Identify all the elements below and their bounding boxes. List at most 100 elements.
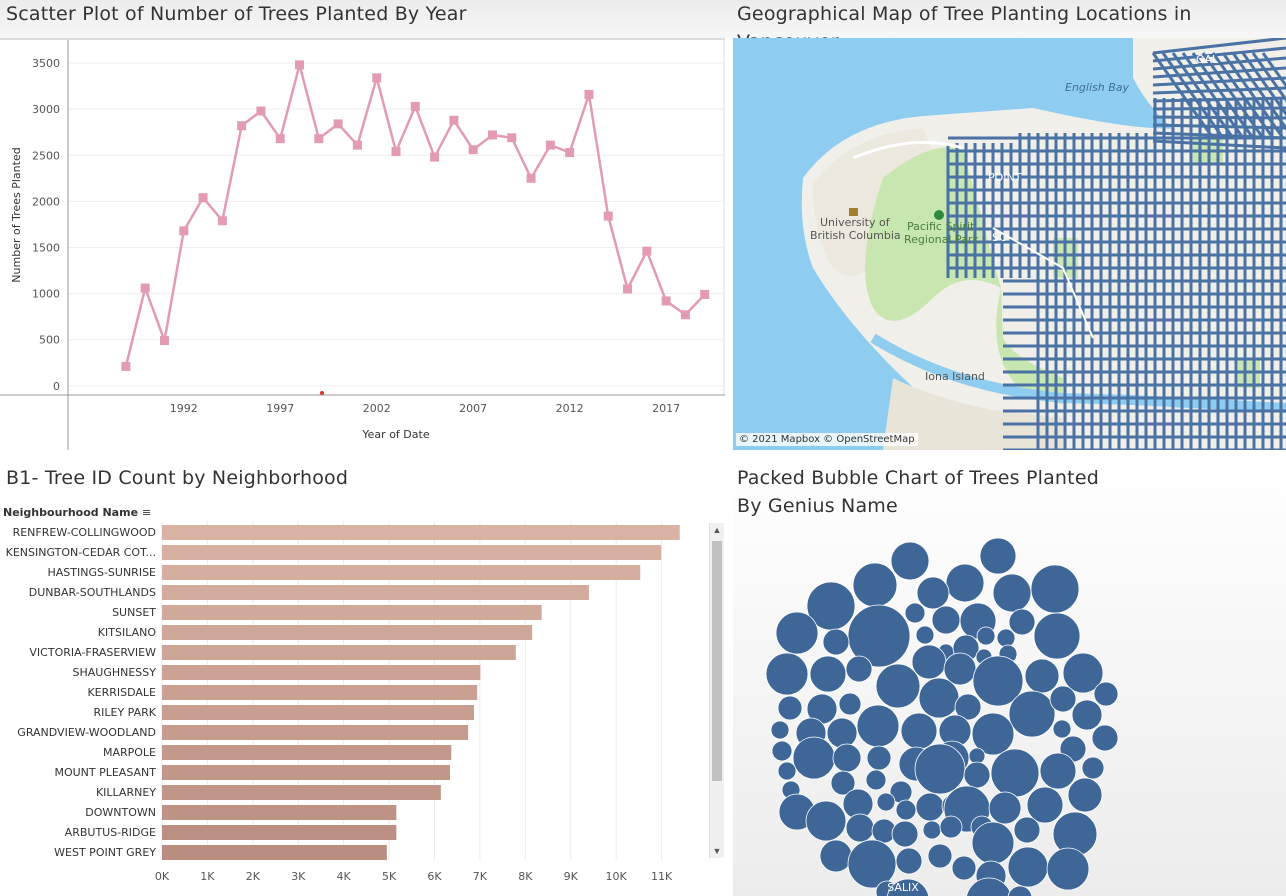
bubble[interactable] — [1008, 690, 1056, 738]
bubble[interactable] — [826, 717, 858, 749]
bubble[interactable] — [979, 537, 1017, 575]
bar-category-label[interactable]: ARBUTUS-RIDGE — [65, 826, 156, 839]
data-point[interactable] — [487, 130, 497, 140]
data-point[interactable] — [449, 115, 459, 125]
bubble[interactable] — [777, 761, 797, 781]
bar-category-label[interactable]: MOUNT PLEASANT — [54, 766, 156, 779]
bubble[interactable] — [832, 743, 862, 773]
bubble[interactable] — [1062, 652, 1104, 694]
bubble[interactable] — [966, 877, 1012, 896]
bar-category-label[interactable]: MARPOLE — [103, 746, 156, 759]
bubble[interactable] — [895, 847, 923, 875]
bubble[interactable] — [992, 573, 1032, 613]
data-point[interactable] — [352, 140, 362, 150]
bubble[interactable] — [845, 655, 873, 683]
bar-category-label[interactable]: WEST POINT GREY — [54, 846, 156, 859]
bubble[interactable] — [971, 712, 1015, 756]
bubble[interactable] — [954, 693, 982, 721]
bubble[interactable] — [891, 820, 919, 848]
bubble[interactable] — [996, 628, 1016, 648]
bar[interactable] — [162, 525, 680, 540]
bubble[interactable] — [1081, 756, 1105, 780]
bubble[interactable] — [819, 839, 853, 873]
bar-category-label[interactable]: SHAUGHNESSY — [73, 666, 157, 679]
data-point[interactable] — [159, 336, 169, 346]
data-point[interactable] — [700, 289, 710, 299]
bar-category-label[interactable]: KERRISDALE — [87, 686, 156, 699]
bar-category-label[interactable]: KILLARNEY — [96, 786, 156, 799]
bubble[interactable] — [847, 604, 911, 668]
bubble[interactable] — [918, 677, 960, 719]
bubble[interactable] — [1067, 777, 1103, 813]
bar-category-label[interactable]: DOWNTOWN — [85, 806, 156, 819]
bubble[interactable] — [971, 821, 1015, 865]
bar[interactable] — [162, 565, 641, 580]
bubble[interactable] — [990, 748, 1040, 798]
neighborhood-bar-chart[interactable]: 0K 1K 2K 3K 4K 5K 6K 7K 8K 9K 10K 11K RENFREW-COLLIN… — [0, 521, 708, 896]
scatter-chart[interactable]: 0 500 1000 1500 2000 2500 3000 3500 1992 1997 2002… — [0, 38, 726, 450]
data-point[interactable] — [565, 147, 575, 157]
bubble[interactable] — [845, 813, 875, 843]
bar-category-label[interactable]: VICTORIA-FRASERVIEW — [29, 646, 156, 659]
bubble[interactable] — [886, 878, 930, 896]
data-point[interactable] — [603, 211, 613, 221]
bubble[interactable] — [1046, 847, 1090, 891]
bubble[interactable] — [1007, 885, 1033, 896]
bubble[interactable] — [770, 720, 790, 740]
bar[interactable] — [162, 745, 452, 760]
bar[interactable] — [162, 725, 469, 740]
bubble[interactable] — [822, 628, 850, 656]
data-point[interactable] — [198, 193, 208, 203]
bubble[interactable] — [830, 770, 856, 796]
bubble[interactable] — [1008, 608, 1036, 636]
data-point[interactable] — [333, 119, 343, 129]
bubble[interactable] — [792, 736, 836, 780]
bubble[interactable] — [972, 655, 1024, 707]
bubble[interactable] — [914, 743, 966, 795]
bubble[interactable] — [988, 791, 1022, 825]
bar-category-label[interactable]: DUNBAR-SOUTHLANDS — [29, 586, 156, 599]
scroll-up-icon[interactable]: ▲ — [712, 525, 722, 535]
bubble[interactable] — [1026, 786, 1064, 824]
data-point[interactable] — [661, 296, 671, 306]
bubble[interactable] — [1030, 564, 1080, 614]
bubble[interactable] — [1013, 816, 1041, 844]
bubble[interactable] — [1093, 681, 1119, 707]
bar[interactable] — [162, 585, 589, 600]
bubble[interactable] — [927, 843, 953, 869]
data-point[interactable] — [623, 284, 633, 294]
bubble[interactable] — [916, 576, 950, 610]
bar-category-label[interactable]: RILEY PARK — [94, 706, 157, 719]
bar-header[interactable]: Neighbourhood Name ≡ — [3, 506, 151, 519]
bar[interactable] — [162, 805, 397, 820]
bubble[interactable] — [1071, 699, 1103, 731]
data-point[interactable] — [410, 101, 420, 111]
bar[interactable] — [162, 645, 516, 660]
bubble[interactable] — [876, 792, 896, 812]
bubble[interactable] — [945, 563, 985, 603]
bubble[interactable] — [865, 769, 887, 791]
data-point[interactable] — [468, 145, 478, 155]
data-point[interactable] — [121, 361, 131, 371]
bar-category-label[interactable]: KENSINGTON-CEDAR COT... — [6, 546, 156, 559]
data-point[interactable] — [391, 147, 401, 157]
bubble[interactable] — [771, 740, 793, 762]
bubble[interactable] — [915, 792, 945, 822]
bubble[interactable] — [1033, 612, 1081, 660]
bubble[interactable] — [915, 625, 935, 645]
sort-icon[interactable]: ≡ — [141, 506, 152, 519]
bubble[interactable] — [1049, 685, 1077, 713]
bubble[interactable] — [1007, 846, 1049, 888]
bubble[interactable] — [968, 747, 986, 765]
data-point[interactable] — [179, 226, 189, 236]
bubble[interactable] — [904, 602, 926, 624]
bar[interactable] — [162, 665, 481, 680]
data-point[interactable] — [295, 60, 305, 70]
data-point[interactable] — [372, 73, 382, 83]
bubble[interactable] — [1091, 724, 1119, 752]
bar-category-label[interactable]: SUNSET — [112, 606, 156, 619]
data-point[interactable] — [314, 134, 324, 144]
bubble[interactable] — [838, 692, 862, 716]
data-point[interactable] — [256, 106, 266, 116]
